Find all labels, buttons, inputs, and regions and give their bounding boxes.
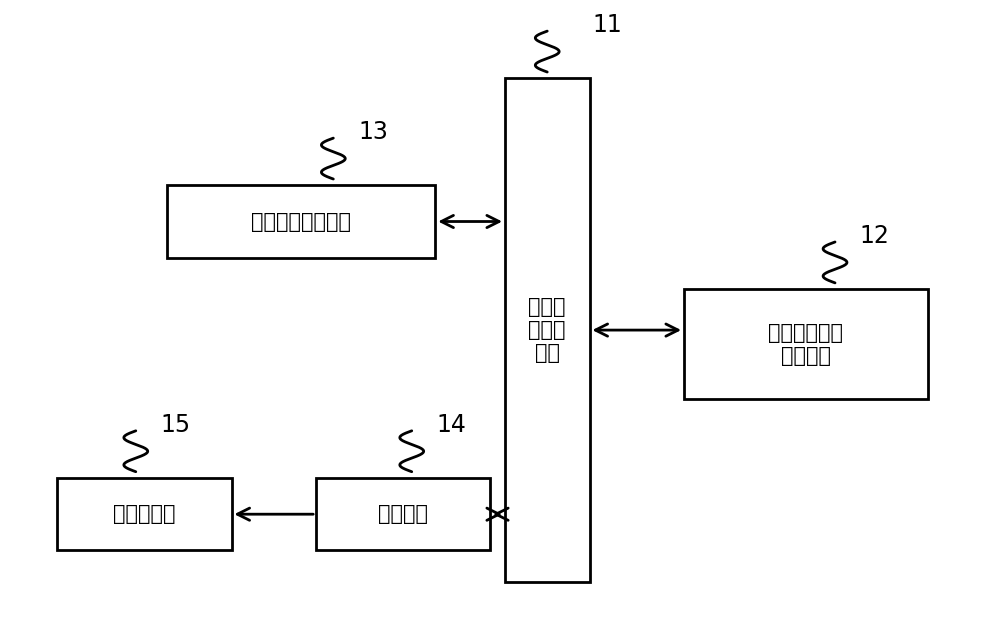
Text: 15: 15	[161, 413, 191, 436]
Text: 气路调节阀: 气路调节阀	[113, 504, 176, 525]
Text: 13: 13	[358, 120, 388, 144]
Text: 12: 12	[860, 224, 890, 248]
Bar	[57, 478, 232, 551]
Bar	[167, 185, 435, 258]
Text: 气路流
量控制
单元: 气路流 量控制 单元	[528, 297, 566, 363]
Bar	[316, 478, 490, 551]
Text: 机台跑货任务
预测单元: 机台跑货任务 预测单元	[768, 323, 843, 366]
Text: 11: 11	[592, 13, 622, 37]
Bar	[505, 78, 590, 582]
Text: 14: 14	[437, 413, 466, 436]
Text: 调节电机: 调节电机	[378, 504, 428, 525]
Bar	[684, 289, 928, 399]
Text: 气路流量监控单元: 气路流量监控单元	[251, 211, 351, 232]
